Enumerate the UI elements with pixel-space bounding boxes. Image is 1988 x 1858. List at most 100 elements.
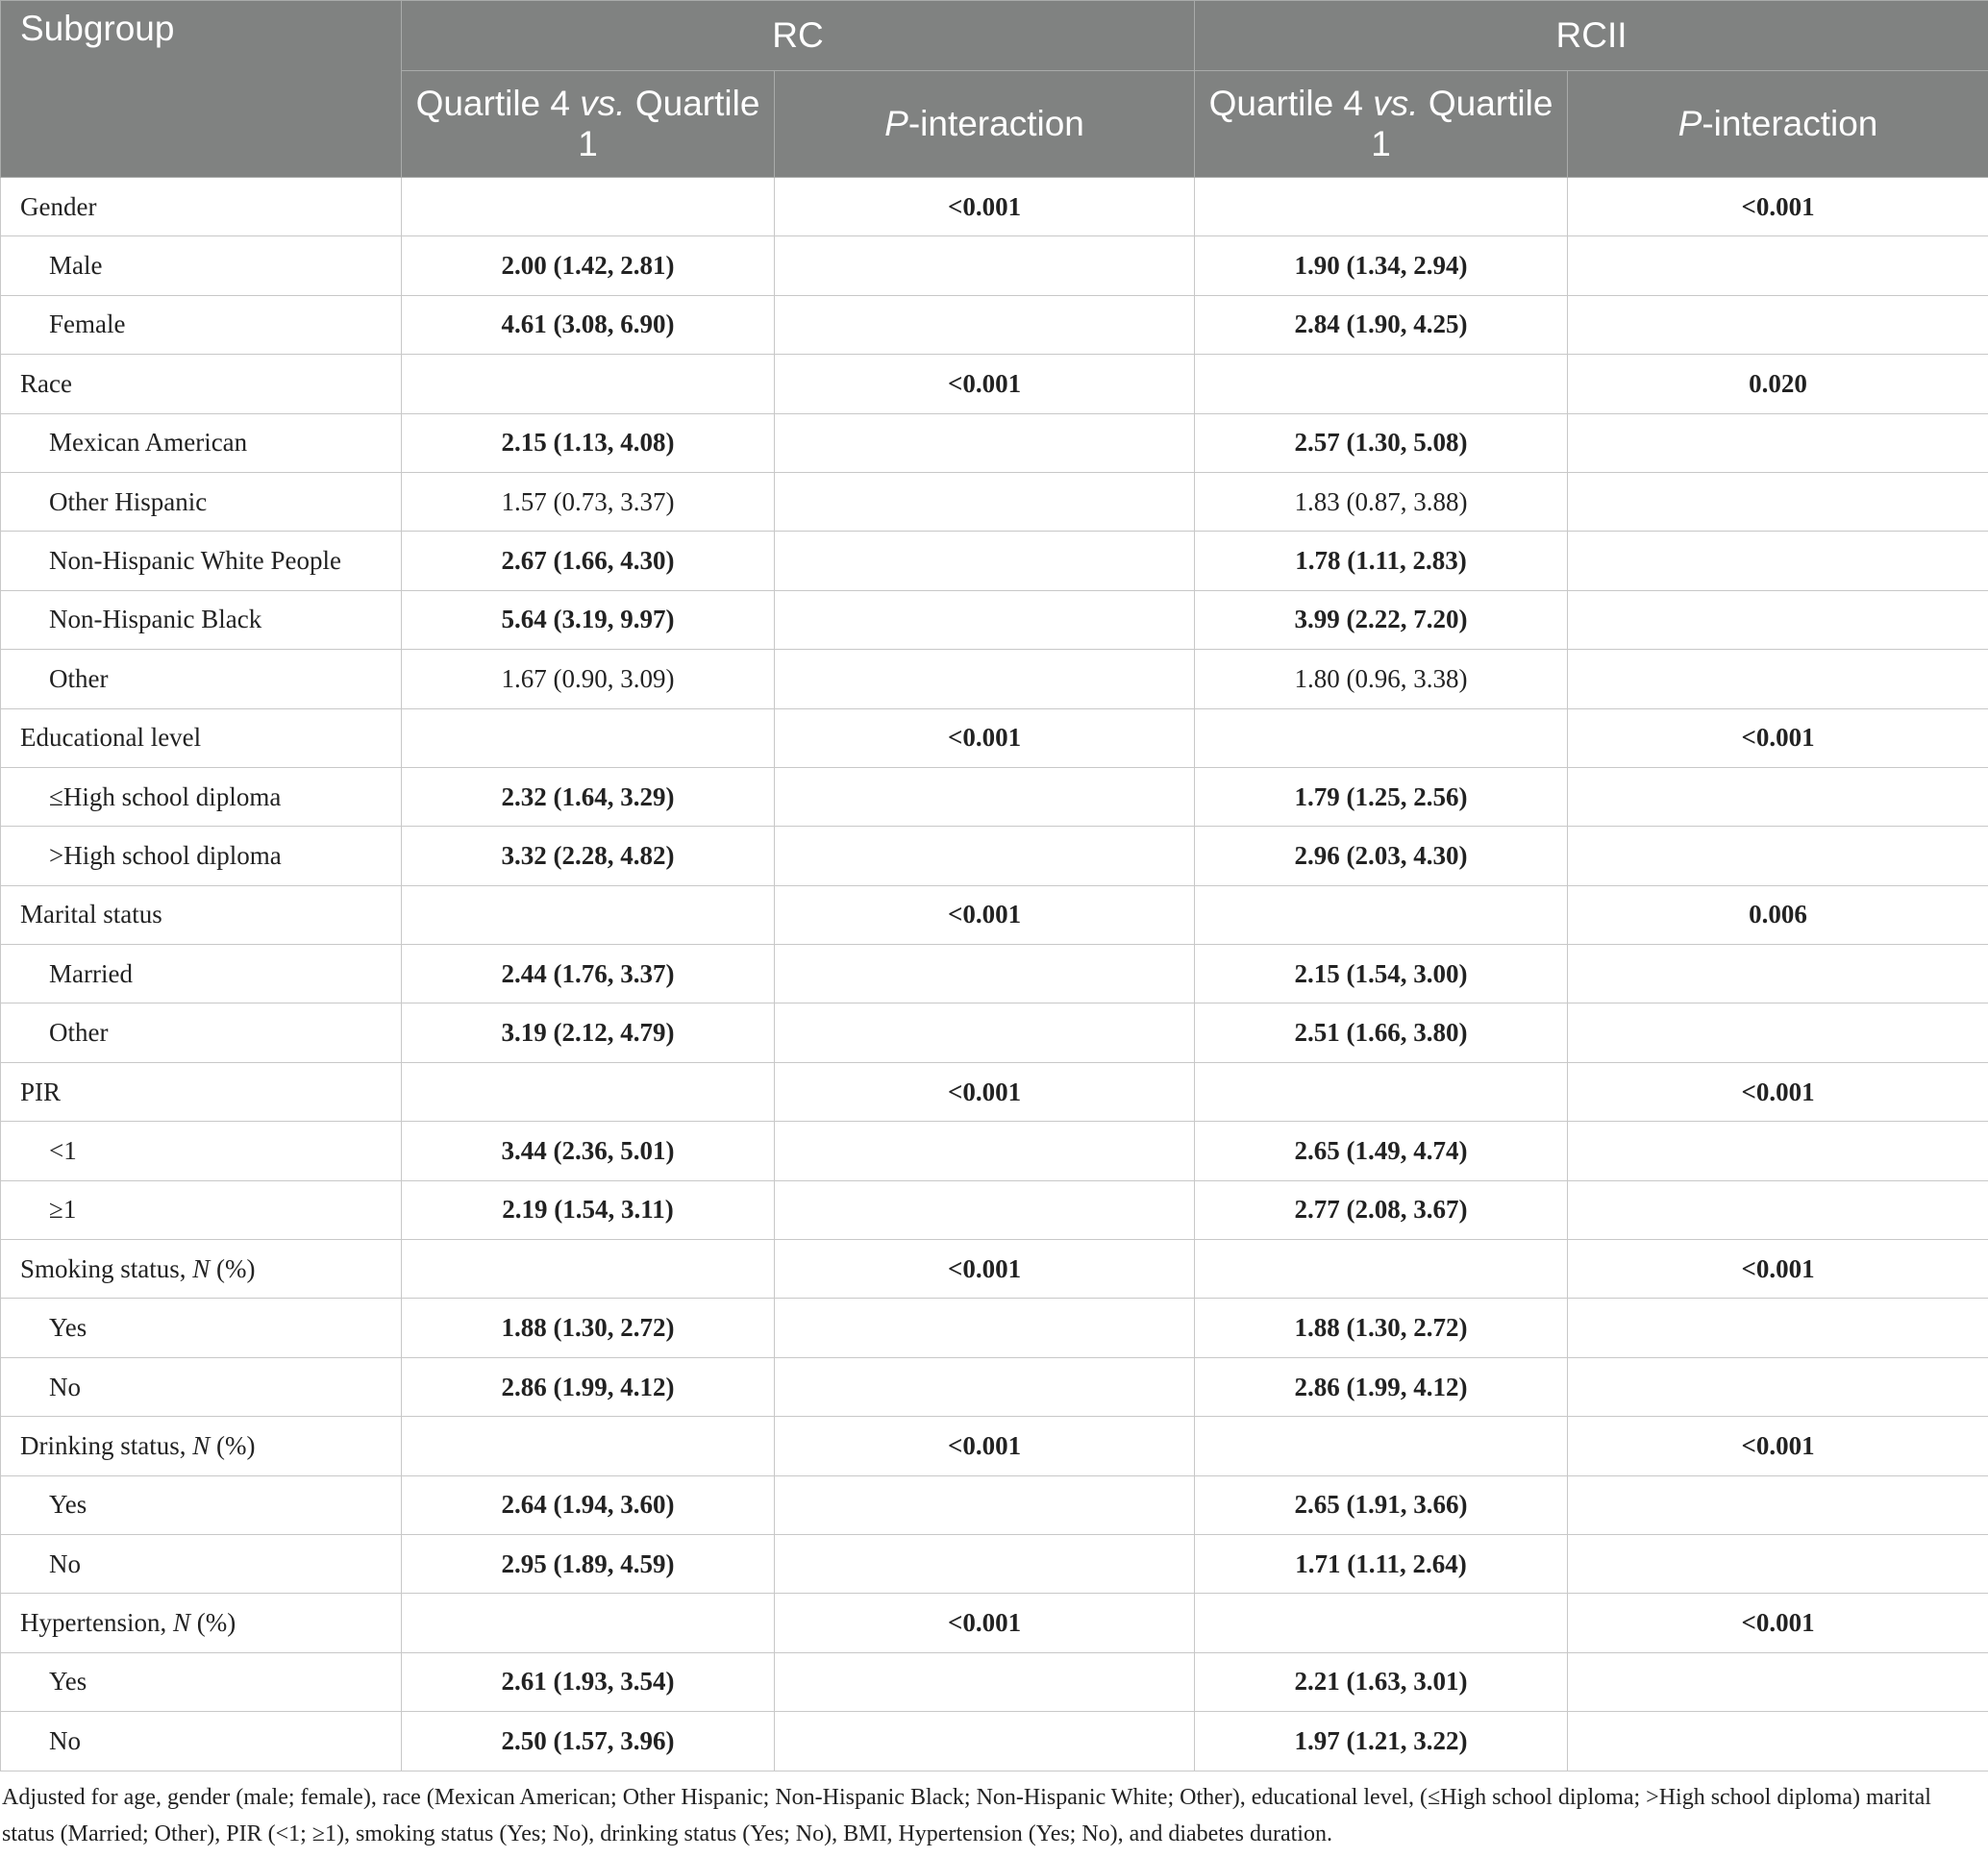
empty-cell bbox=[1567, 1003, 1988, 1063]
estimate: 2.50 (1.57, 3.96) bbox=[401, 1711, 775, 1771]
item-row: No 2.86 (1.99, 4.12) 2.86 (1.99, 4.12) bbox=[0, 1356, 1988, 1418]
empty-cell bbox=[1567, 531, 1988, 591]
header-cell: Quartile 4 vs. Quartile 1 bbox=[401, 70, 775, 178]
empty-cell bbox=[773, 412, 1196, 473]
estimate: 3.44 (2.36, 5.01) bbox=[401, 1121, 775, 1181]
results-table: Subgroup RC RCII Quartile 4 vs. Quartile… bbox=[0, 0, 1988, 1771]
empty-cell bbox=[401, 1416, 775, 1476]
estimate: 2.84 (1.90, 4.25) bbox=[1194, 294, 1569, 356]
item-row: >High school diploma 3.32 (2.28, 4.82) 2.9… bbox=[0, 826, 1988, 886]
header-cell: P-interaction bbox=[773, 70, 1196, 178]
text-part: Hypertension, bbox=[20, 1608, 173, 1638]
text-part: Quartile 1 bbox=[1371, 84, 1553, 163]
estimate: 1.90 (1.34, 2.94) bbox=[1194, 235, 1569, 296]
row-label: <1 bbox=[0, 1121, 402, 1181]
group-row: Smoking status, N (%) <0.001 <0.001 bbox=[0, 1239, 1988, 1300]
estimate: 2.57 (1.30, 5.08) bbox=[1194, 412, 1569, 473]
p-value: <0.001 bbox=[773, 176, 1196, 237]
empty-cell bbox=[401, 707, 775, 768]
empty-cell bbox=[1567, 1356, 1988, 1418]
estimate: 1.97 (1.21, 3.22) bbox=[1194, 1711, 1569, 1771]
text-part: Quartile 4 bbox=[1208, 84, 1364, 123]
item-row: Other 1.67 (0.90, 3.09) 1.80 (0.96, 3.38) bbox=[0, 649, 1988, 709]
estimate: 2.19 (1.54, 3.11) bbox=[401, 1179, 775, 1241]
estimate: 3.19 (2.12, 4.79) bbox=[401, 1003, 775, 1063]
row-label: Gender bbox=[0, 176, 402, 237]
row-label: Drinking status, N (%) bbox=[0, 1416, 402, 1476]
estimate: 2.61 (1.93, 3.54) bbox=[401, 1651, 775, 1713]
text-part: P bbox=[884, 104, 908, 143]
empty-cell bbox=[1567, 235, 1988, 296]
empty-cell bbox=[1567, 1474, 1988, 1535]
group-row: Marital status <0.001 0.006 bbox=[0, 884, 1988, 946]
header-cell: Quartile 4 vs. Quartile 1 bbox=[1194, 70, 1569, 178]
estimate: 2.65 (1.49, 4.74) bbox=[1194, 1121, 1569, 1181]
item-row: Non-Hispanic Black 5.64 (3.19, 9.97) 3.99 … bbox=[0, 589, 1988, 651]
empty-cell bbox=[773, 766, 1196, 828]
text-part: Quartile 1 bbox=[578, 84, 760, 163]
empty-cell bbox=[1567, 589, 1988, 651]
estimate: 2.64 (1.94, 3.60) bbox=[401, 1474, 775, 1535]
header-group: RCII bbox=[1194, 0, 1988, 71]
text-part: vs. bbox=[1373, 84, 1419, 123]
item-row: Yes 1.88 (1.30, 2.72) 1.88 (1.30, 2.72) bbox=[0, 1298, 1988, 1358]
item-row: Other Hispanic 1.57 (0.73, 3.37) 1.83 (0.8… bbox=[0, 471, 1988, 533]
empty-cell bbox=[773, 1121, 1196, 1181]
row-label: Mexican American bbox=[0, 412, 402, 473]
row-label: Yes bbox=[0, 1298, 402, 1358]
p-value: 0.006 bbox=[1567, 884, 1988, 946]
empty-cell bbox=[1567, 1298, 1988, 1358]
row-label: ≥1 bbox=[0, 1179, 402, 1241]
p-value: <0.001 bbox=[773, 1593, 1196, 1653]
p-value: <0.001 bbox=[1567, 1593, 1988, 1653]
item-row: Married 2.44 (1.76, 3.37) 2.15 (1.54, 3.00… bbox=[0, 944, 1988, 1004]
row-label: Race bbox=[0, 354, 402, 414]
p-value: <0.001 bbox=[1567, 1061, 1988, 1123]
text-part: (%) bbox=[210, 1253, 256, 1283]
row-label: Educational level bbox=[0, 707, 402, 768]
estimate: 1.88 (1.30, 2.72) bbox=[401, 1298, 775, 1358]
estimate: 3.32 (2.28, 4.82) bbox=[401, 826, 775, 886]
estimate: 1.67 (0.90, 3.09) bbox=[401, 649, 775, 709]
text-part: -interaction bbox=[907, 104, 1084, 143]
text-part: N bbox=[192, 1430, 211, 1460]
row-label: Yes bbox=[0, 1474, 402, 1535]
text-part: Smoking status, bbox=[20, 1253, 193, 1283]
estimate: 2.65 (1.91, 3.66) bbox=[1194, 1474, 1569, 1535]
header-cell: Subgroup bbox=[0, 0, 402, 178]
item-row: Female 4.61 (3.08, 6.90) 2.84 (1.90, 4.25) bbox=[0, 294, 1988, 356]
text-part: -interaction bbox=[1702, 104, 1878, 143]
row-label: Non-Hispanic White People bbox=[0, 531, 402, 591]
empty-cell bbox=[1194, 707, 1569, 768]
text-part: N bbox=[192, 1253, 211, 1283]
estimate: 2.96 (2.03, 4.30) bbox=[1194, 826, 1569, 886]
empty-cell bbox=[773, 1356, 1196, 1418]
estimate: 2.86 (1.99, 4.12) bbox=[401, 1356, 775, 1418]
empty-cell bbox=[773, 235, 1196, 296]
p-value: <0.001 bbox=[1567, 176, 1988, 237]
p-value: <0.001 bbox=[773, 354, 1196, 414]
text-part: Quartile 4 bbox=[415, 84, 570, 123]
empty-cell bbox=[773, 1533, 1196, 1595]
estimate: 4.61 (3.08, 6.90) bbox=[401, 294, 775, 356]
estimate: 1.83 (0.87, 3.88) bbox=[1194, 471, 1569, 533]
empty-cell bbox=[1567, 649, 1988, 709]
estimate: 5.64 (3.19, 9.97) bbox=[401, 589, 775, 651]
row-label: Yes bbox=[0, 1651, 402, 1713]
group-row: Race <0.001 0.020 bbox=[0, 354, 1988, 414]
p-value: <0.001 bbox=[1567, 707, 1988, 768]
empty-cell bbox=[773, 944, 1196, 1004]
item-row: Other 3.19 (2.12, 4.79) 2.51 (1.66, 3.80) bbox=[0, 1003, 1988, 1063]
empty-cell bbox=[1567, 766, 1988, 828]
empty-cell bbox=[1567, 944, 1988, 1004]
text-part: N bbox=[172, 1608, 190, 1638]
empty-cell bbox=[1194, 354, 1569, 414]
text-part: P bbox=[1677, 104, 1702, 143]
row-label: ≤High school diploma bbox=[0, 766, 402, 828]
p-value: <0.001 bbox=[773, 707, 1196, 768]
empty-cell bbox=[773, 1711, 1196, 1771]
p-value: 0.020 bbox=[1567, 354, 1988, 414]
item-row: No 2.50 (1.57, 3.96) 1.97 (1.21, 3.22) bbox=[0, 1711, 1988, 1771]
estimate: 3.99 (2.22, 7.20) bbox=[1194, 589, 1569, 651]
